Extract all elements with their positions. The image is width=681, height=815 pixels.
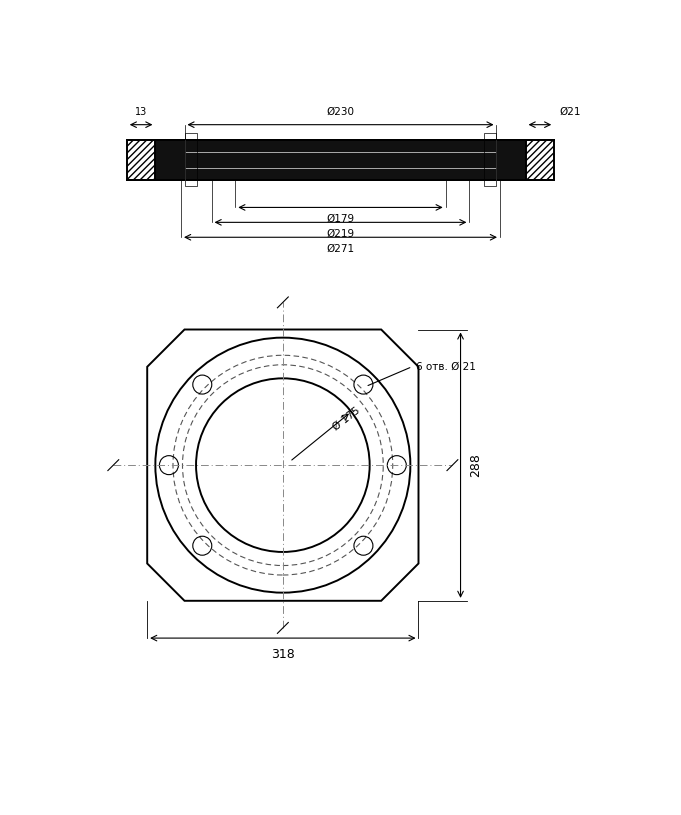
- Bar: [127, 139, 155, 180]
- Text: Ø 175: Ø 175: [331, 405, 362, 433]
- Text: Ø219: Ø219: [326, 229, 355, 239]
- Bar: [185, 134, 197, 187]
- Text: Ø271: Ø271: [326, 244, 355, 254]
- Text: 13: 13: [135, 108, 147, 117]
- Bar: [155, 139, 526, 180]
- Text: Ø230: Ø230: [326, 108, 355, 117]
- Bar: [526, 139, 554, 180]
- Text: Ø21: Ø21: [560, 108, 581, 117]
- Text: 318: 318: [271, 648, 295, 661]
- Polygon shape: [147, 329, 419, 601]
- Text: 288: 288: [469, 453, 482, 477]
- Text: 6 отв. Ø 21: 6 отв. Ø 21: [416, 362, 475, 372]
- Bar: [484, 134, 496, 187]
- Bar: [185, 152, 496, 168]
- Text: Ø179: Ø179: [326, 214, 355, 224]
